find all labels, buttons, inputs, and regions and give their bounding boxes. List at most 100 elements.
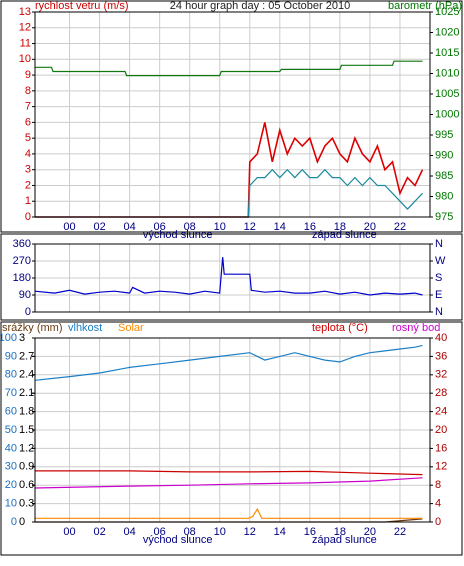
x-tick-label: 14 — [274, 221, 286, 233]
y-tick-label: 80 — [5, 369, 17, 381]
y-tick-label: 5 — [25, 132, 31, 144]
y-tick-label: 0 — [11, 516, 17, 528]
annotation: východ slunce — [143, 534, 213, 546]
y2-axis-label: barometr (hPa) — [388, 0, 462, 12]
panel-border — [0, 0, 463, 233]
legend-label: Solar — [118, 322, 144, 334]
y3-tick-label: 1.5 — [19, 424, 34, 436]
x-tick-label: 02 — [93, 526, 105, 538]
y-tick-label: 7 — [25, 101, 31, 113]
data-line — [35, 122, 424, 218]
y-tick-label: 30 — [5, 461, 17, 473]
y-tick-label: 20 — [5, 479, 17, 491]
x-tick-label: 20 — [364, 221, 376, 233]
y2-tick-label: 1005 — [435, 88, 459, 100]
y-tick-label: 90 — [19, 289, 31, 301]
y2-tick-label: N — [435, 238, 443, 250]
y-tick-label: 4 — [25, 148, 31, 160]
y3-tick-label: 3 — [19, 332, 25, 344]
y-tick-label: 180 — [13, 272, 31, 284]
plot-frame — [34, 11, 431, 218]
x-tick-label: 22 — [394, 526, 406, 538]
y2-tick-label: N — [435, 306, 443, 318]
data-line — [35, 168, 423, 218]
y2-tick-label: 975 — [435, 211, 453, 223]
panel-border — [0, 233, 463, 321]
annotation: východ slunce — [143, 229, 213, 241]
x-tick-label: 16 — [304, 221, 316, 233]
x-tick-label: 06 — [154, 526, 166, 538]
plot-frame — [34, 337, 431, 523]
y-tick-label: 70 — [5, 387, 17, 399]
y-tick-label: 3 — [25, 164, 31, 176]
y2-tick-label: 990 — [435, 149, 453, 161]
y-tick-label: 13 — [19, 6, 31, 18]
y-tick-label: 1 — [25, 195, 31, 207]
y-tick-label: 6 — [25, 116, 31, 128]
legend-label: rosný bod — [392, 322, 440, 334]
y-tick-label: 11 — [20, 37, 31, 49]
y-tick-label: 2 — [25, 179, 31, 191]
y-tick-label: 270 — [13, 255, 31, 267]
x-tick-label: 00 — [63, 221, 75, 233]
y2-tick-label: 24 — [435, 406, 447, 418]
x-tick-label: 12 — [244, 526, 256, 538]
y-tick-label: 40 — [5, 442, 17, 454]
legend-label: vlhkost — [68, 322, 102, 334]
y3-tick-label: 0.9 — [19, 461, 34, 473]
y3-tick-label: 1.2 — [19, 442, 34, 454]
data-line — [35, 470, 423, 476]
y-tick-label: 12 — [19, 22, 31, 34]
annotation: západ slunce — [312, 229, 377, 241]
x-tick-label: 04 — [123, 526, 135, 538]
y-tick-label: 50 — [5, 424, 17, 436]
y3-tick-label: 2.7 — [19, 350, 34, 362]
y2-tick-label: 1020 — [435, 26, 459, 38]
x-tick-label: 08 — [184, 526, 196, 538]
x-tick-label: 18 — [334, 526, 346, 538]
y2-tick-label: 995 — [435, 129, 453, 141]
annotation: západ slunce — [312, 534, 377, 546]
y-tick-label: 90 — [5, 350, 17, 362]
x-tick-label: 04 — [123, 221, 135, 233]
y2-tick-label: E — [435, 289, 442, 301]
y3-tick-label: 0 — [19, 516, 25, 528]
chart-title: 24 hour graph day : 05 October 2010 — [170, 0, 350, 12]
y-tick-label: 9 — [25, 69, 31, 81]
x-tick-label: 12 — [244, 221, 256, 233]
y2-tick-label: 8 — [435, 479, 441, 491]
y2-tick-label: 1025 — [435, 6, 459, 18]
data-line — [34, 257, 423, 296]
data-line — [35, 60, 423, 77]
plot-frame — [34, 243, 431, 313]
x-tick-label: 08 — [184, 221, 196, 233]
legend-label: srážky (mm) — [2, 322, 63, 334]
y3-tick-label: 0.6 — [19, 479, 34, 491]
legend-label: teplota (°C) — [312, 322, 368, 334]
y2-tick-label: 1000 — [435, 108, 459, 120]
y2-tick-label: 0 — [435, 516, 441, 528]
y2-tick-label: 4 — [435, 498, 441, 510]
x-tick-label: 06 — [154, 221, 166, 233]
y2-tick-label: 36 — [435, 350, 447, 362]
x-tick-label: 14 — [274, 526, 286, 538]
panel-border — [0, 321, 463, 556]
x-tick-label: 10 — [214, 221, 226, 233]
y2-tick-label: 40 — [435, 332, 447, 344]
y2-tick-label: 985 — [435, 170, 453, 182]
data-line — [34, 344, 423, 381]
y3-tick-label: 2.4 — [19, 369, 34, 381]
y-tick-label: 60 — [5, 406, 17, 418]
y2-tick-label: 20 — [435, 424, 447, 436]
x-tick-label: 10 — [214, 526, 226, 538]
data-line — [35, 507, 423, 519]
y2-tick-label: 28 — [435, 387, 447, 399]
y-tick-label: 8 — [25, 85, 31, 97]
y2-tick-label: 16 — [435, 442, 447, 454]
x-tick-label: 00 — [63, 526, 75, 538]
data-line — [34, 477, 423, 489]
x-tick-label: 20 — [364, 526, 376, 538]
y-axis-label: rychlost vetru (m/s) — [35, 0, 129, 12]
y3-tick-label: 1.8 — [19, 406, 34, 418]
